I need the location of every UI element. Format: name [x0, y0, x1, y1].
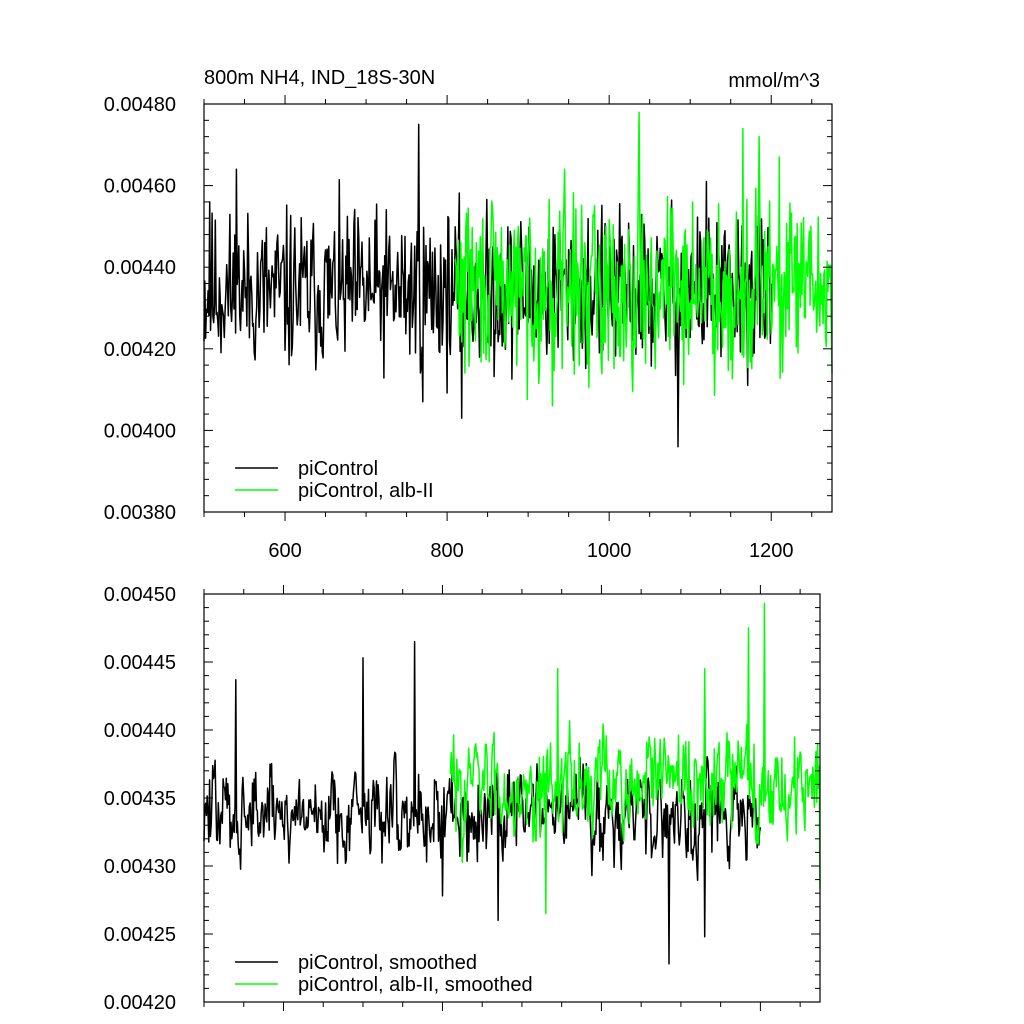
y-tick-label: 0.00480	[104, 94, 176, 116]
y-tick-label: 0.00380	[104, 502, 176, 524]
y-tick-label: 0.00420	[104, 992, 176, 1014]
y-tick-label: 0.00445	[104, 652, 176, 674]
chart-title: 800m NH4, IND_18S-30N	[204, 67, 435, 89]
y-tick-label: 0.00400	[104, 420, 176, 442]
x-tick-label: 600	[268, 540, 301, 562]
y-tick-label: 0.00440	[104, 257, 176, 279]
y-tick-label: 0.00425	[104, 924, 176, 946]
y-tick-label: 0.00440	[104, 720, 176, 742]
series-group	[203, 602, 821, 965]
y-tick-label: 0.00450	[104, 584, 176, 606]
axes-group: 0.00380 0.00400 0.00420 0.00440 0.00460 0.004…	[104, 94, 833, 562]
legend-label: piControl, alb-II, smoothed	[298, 974, 533, 996]
x-tick-label: 1000	[587, 540, 632, 562]
x-tick-label: 1200	[749, 540, 794, 562]
y-tick-label: 0.00430	[104, 856, 176, 878]
units-label: mmol/m^3	[728, 70, 820, 92]
plot-frame	[203, 103, 833, 513]
series-line-picontrol	[203, 640, 762, 965]
legend-label: piControl, smoothed	[298, 952, 477, 974]
legend-label: piControl	[298, 458, 378, 480]
series-group	[203, 111, 833, 448]
series-line-alb-ii	[454, 111, 833, 407]
legend-label: piControl, alb-II	[298, 480, 434, 502]
top-panel: 800m NH4, IND_18S-30N mmol/m^3 0.003800.…	[104, 67, 833, 562]
axes-group: 0.00420 0.00425 0.00430 0.00435 0.00440 0.004…	[104, 584, 821, 1014]
y-tick-label: 0.00460	[104, 176, 176, 198]
bottom-panel: 0.00420 0.00425 0.00430 0.00435 0.00440 0.004…	[104, 584, 821, 1014]
y-tick-label: 0.00420	[104, 339, 176, 361]
y-tick-label: 0.00435	[104, 788, 176, 810]
x-tick-label: 800	[430, 540, 463, 562]
series-line-alb-ii	[449, 602, 821, 915]
